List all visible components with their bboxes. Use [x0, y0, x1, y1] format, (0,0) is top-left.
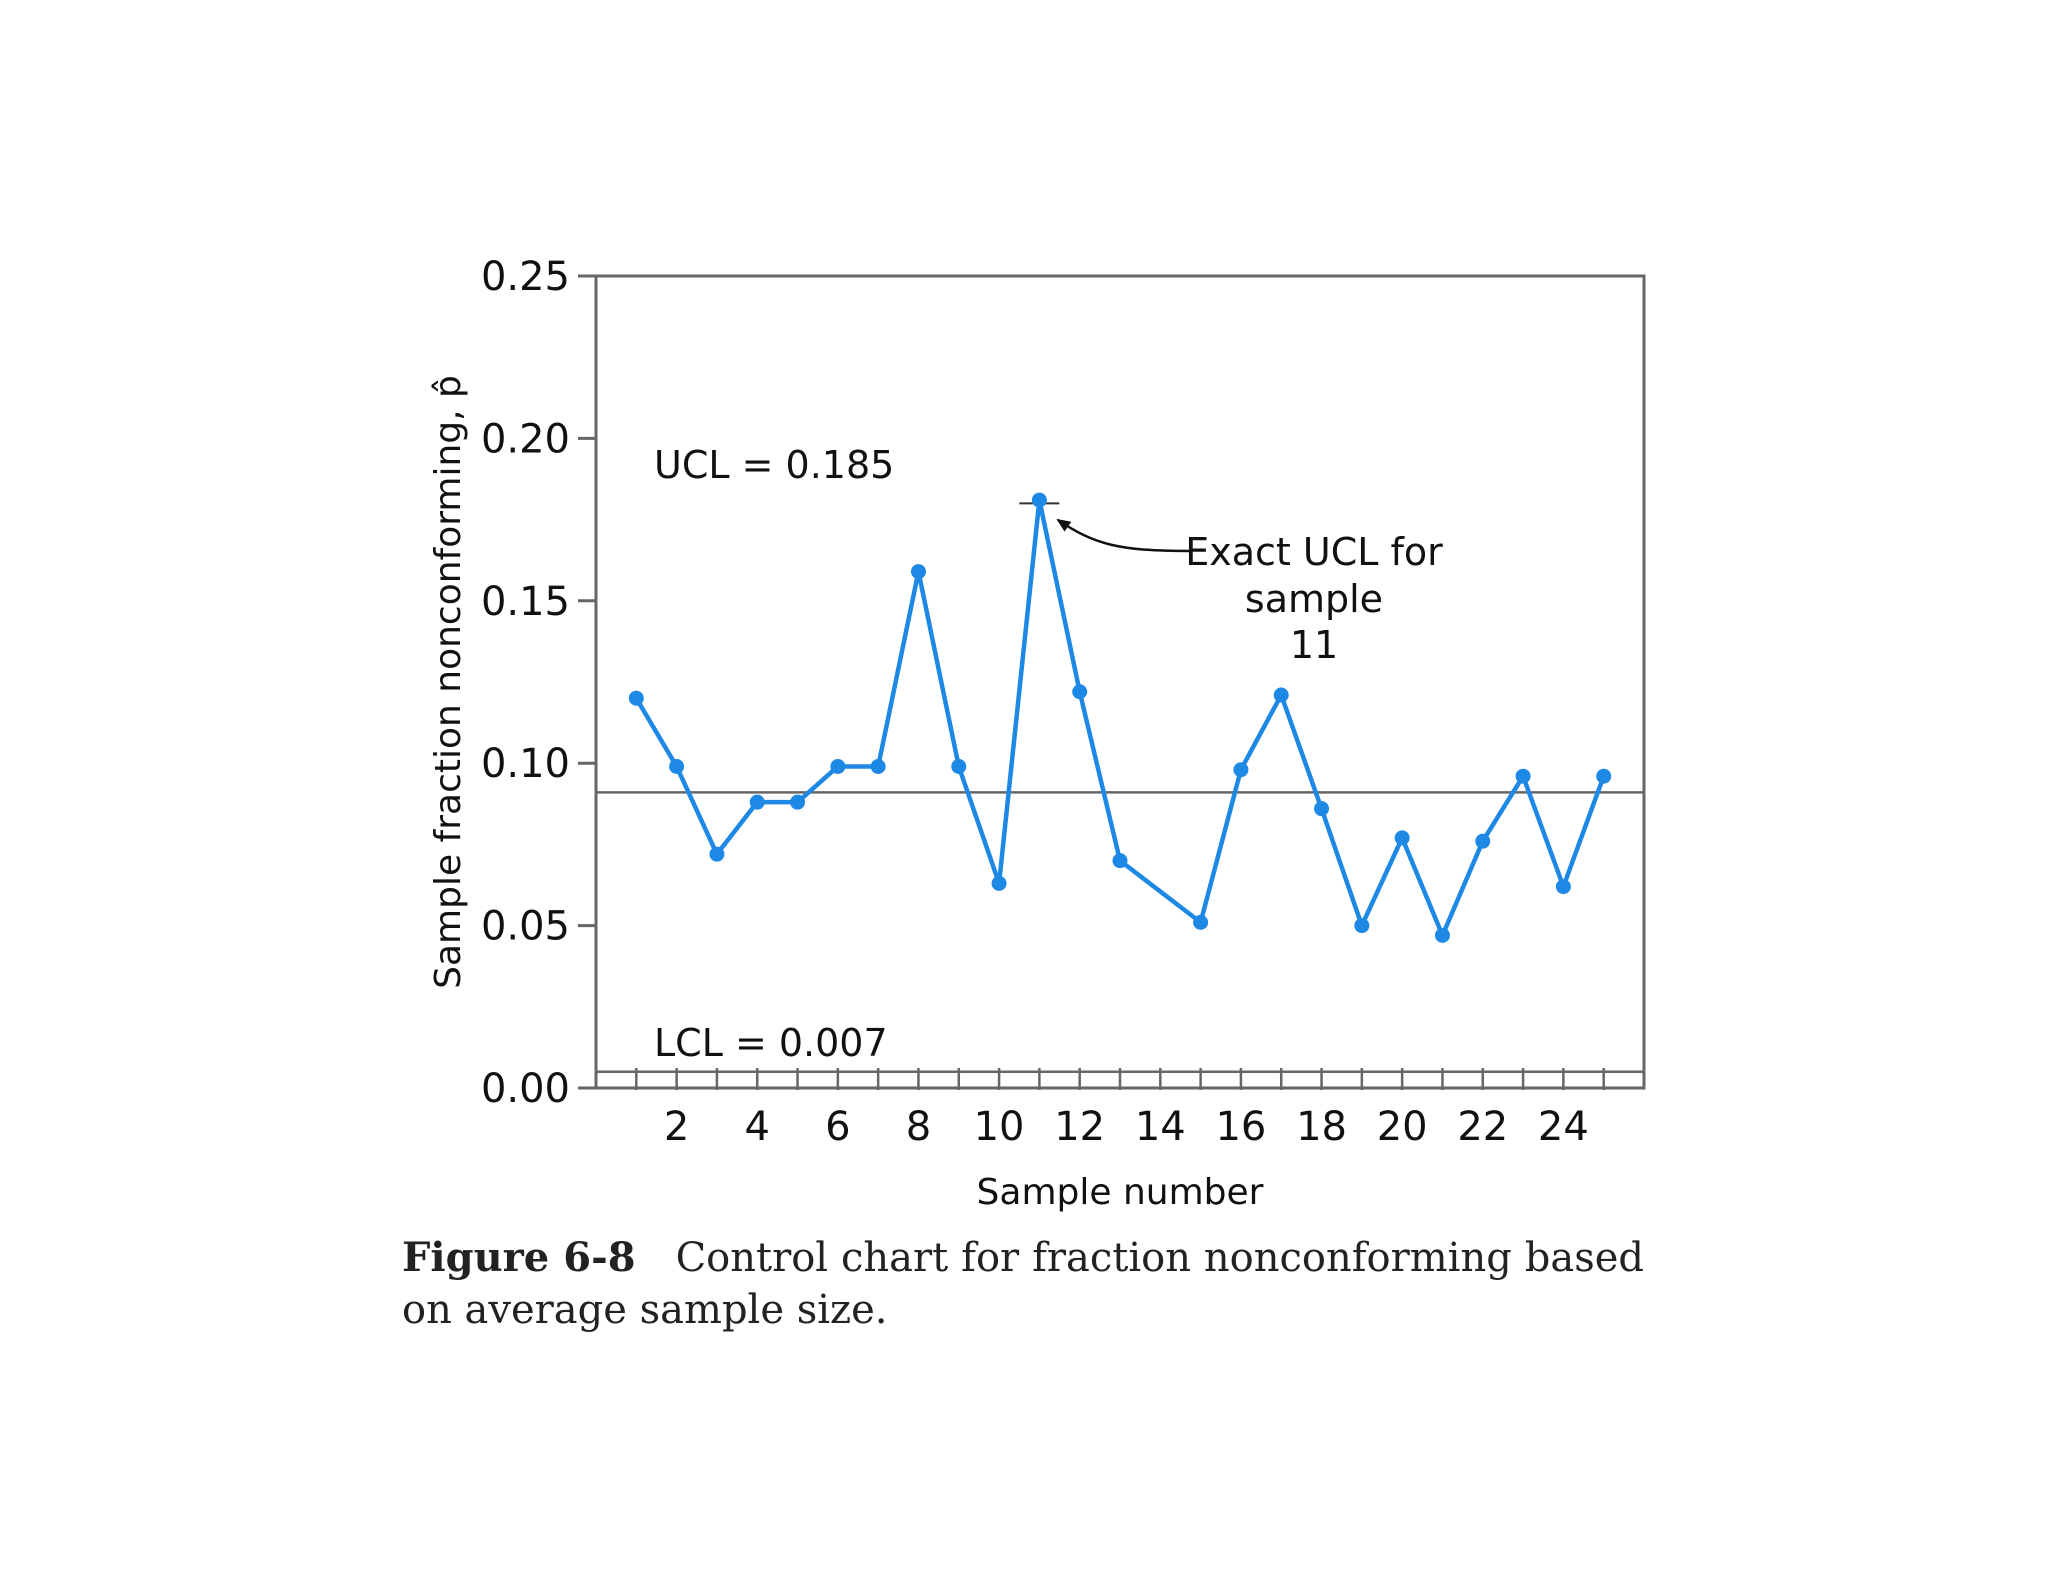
data-point	[1314, 801, 1330, 817]
data-point	[669, 758, 685, 774]
data-point	[709, 846, 725, 862]
series-line	[634, 497, 1606, 938]
data-point	[1072, 684, 1088, 700]
data-point	[1475, 833, 1491, 849]
series-layer	[628, 492, 1612, 943]
y-axis-ticks: 0.00 0.05 0.10 0.15 0.20 0.25	[481, 254, 596, 1112]
y-tick-label: 0.00	[481, 1066, 570, 1112]
caption-text: Control chart for fraction nonconforming…	[402, 1235, 1645, 1333]
y-tick-label: 0.10	[481, 741, 570, 787]
data-point	[1596, 768, 1612, 784]
data-point	[991, 875, 1007, 891]
data-point	[1515, 768, 1531, 784]
x-tick-label: 16	[1215, 1104, 1266, 1150]
ucl-label: UCL = 0.185	[654, 443, 894, 487]
exact-ucl-text-line1: Exact UCL for	[1185, 530, 1443, 574]
lcl-label: LCL = 0.007	[654, 1021, 888, 1065]
data-point	[749, 794, 765, 810]
x-tick-label: 18	[1296, 1104, 1347, 1150]
data-point	[1555, 879, 1571, 895]
x-tick-label: 10	[974, 1104, 1025, 1150]
figure-caption: Figure 6-8 Control chart for fraction non…	[402, 1232, 1644, 1336]
data-point	[1112, 853, 1128, 869]
plot-frame	[594, 274, 1646, 1090]
exact-ucl-arrow	[1056, 518, 1191, 553]
data-point	[830, 758, 846, 774]
y-tick-label: 0.15	[481, 579, 570, 625]
axis-titles: Sample number Sample fraction nonconform…	[428, 375, 1264, 1213]
x-tick-label: 12	[1054, 1104, 1105, 1150]
figure-label: Figure 6-8	[402, 1234, 636, 1281]
y-tick-label: 0.25	[481, 254, 570, 300]
x-tick-label: 4	[745, 1104, 770, 1150]
y-axis-title: Sample fraction nonconforming, p̂	[428, 375, 469, 989]
x-tick-label: 22	[1457, 1104, 1508, 1150]
x-tick-label: 6	[825, 1104, 850, 1150]
x-axis-ticks: 2 4 6 8 10 12 14 16 18 20 22 24	[635, 1068, 1605, 1150]
data-point	[1233, 762, 1249, 778]
data-point	[951, 758, 967, 774]
exact-ucl-text-line2: sample	[1245, 577, 1383, 621]
exact-ucl-text-line3: 11	[1290, 623, 1338, 667]
x-tick-label: 2	[664, 1104, 689, 1150]
data-point	[1394, 830, 1410, 846]
data-point	[910, 564, 926, 580]
data-point	[1193, 914, 1209, 930]
chart-annotations: UCL = 0.185 LCL = 0.007 Exact UCL for sa…	[654, 443, 1443, 1065]
data-point	[1434, 927, 1450, 943]
data-point	[870, 758, 886, 774]
data-point	[1273, 687, 1289, 703]
x-tick-label: 20	[1377, 1104, 1428, 1150]
data-point	[1354, 918, 1370, 934]
x-axis-title: Sample number	[977, 1172, 1264, 1213]
data-point	[790, 794, 806, 810]
x-tick-label: 8	[906, 1104, 931, 1150]
y-tick-label: 0.20	[481, 416, 570, 462]
x-tick-label: 14	[1135, 1104, 1186, 1150]
data-point	[628, 690, 644, 706]
reference-lines	[596, 791, 1644, 1074]
y-tick-label: 0.05	[481, 904, 570, 950]
data-point	[1031, 492, 1047, 508]
x-tick-label: 24	[1538, 1104, 1589, 1150]
